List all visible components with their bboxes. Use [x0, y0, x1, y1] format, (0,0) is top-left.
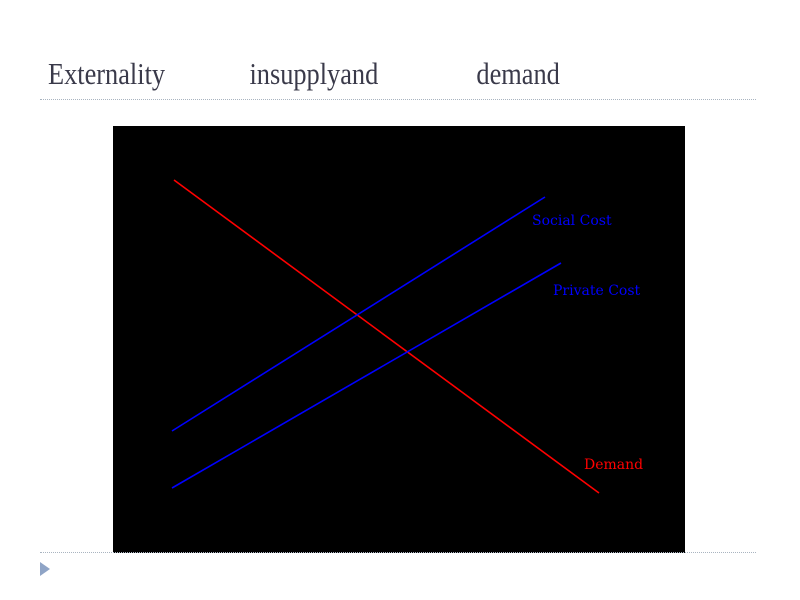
- private-cost-label: Private Cost: [553, 283, 641, 299]
- title-divider: [40, 99, 756, 100]
- private-cost-curve: [171, 262, 562, 489]
- triangle-right-icon: [40, 562, 50, 576]
- diagram-svg: Social Cost Private Cost Demand: [171, 179, 643, 494]
- social-cost-label: Social Cost: [532, 213, 612, 229]
- title-word: insupplyand: [249, 56, 379, 91]
- supply-demand-diagram: Social Cost Private Cost Demand: [113, 126, 685, 553]
- demand-curve: [173, 179, 600, 494]
- title-word: demand: [476, 56, 560, 91]
- social-cost-curve: [171, 196, 546, 432]
- footer-divider: [40, 552, 756, 553]
- title-word: Externality: [48, 56, 166, 91]
- demand-label: Demand: [584, 457, 643, 473]
